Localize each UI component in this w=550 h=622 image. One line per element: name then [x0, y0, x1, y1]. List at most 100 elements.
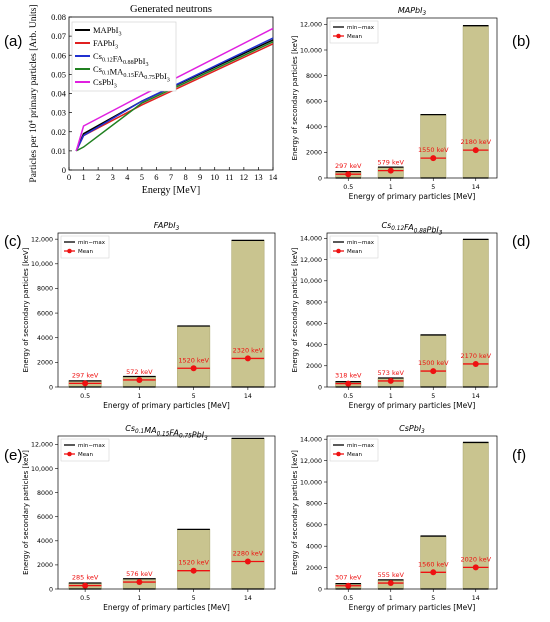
mean-label: 579 keV: [378, 159, 405, 167]
chart-title-subscript: 3: [422, 11, 426, 17]
x-tick-label: 7: [169, 172, 173, 182]
x-tick-label: 5: [192, 595, 196, 602]
legend-entry-subscript: 3: [115, 44, 118, 50]
minmax-bar: [231, 438, 265, 590]
y-tick-label: 10,000: [300, 47, 322, 54]
x-tick-label: 0.5: [343, 393, 353, 400]
x-tick-label: 13: [254, 172, 263, 182]
mean-point: [345, 582, 352, 589]
minmax-bar: [462, 442, 489, 590]
mean-label: 2180 keV: [460, 138, 491, 146]
bar-chart-panel-f: CsPbI3 0 2000 4000 6000 8000 10,000 12,000 14,00…: [291, 424, 498, 612]
x-tick-label: 0: [67, 172, 71, 182]
chart-title-subscript: 0.75: [179, 434, 192, 440]
x-tick-label: 14: [244, 393, 252, 400]
mean-point: [345, 171, 352, 178]
x-tick-label: 5: [192, 393, 196, 400]
x-tick-label: 5: [431, 184, 435, 191]
mean-point: [430, 368, 437, 375]
legend-entry-subscript: 3: [114, 83, 117, 89]
legend-swatch-mean-point: [67, 248, 72, 254]
chart-title-part: PbI: [427, 225, 440, 234]
y-tick-label: 4000: [306, 544, 322, 551]
chart-title-subscript: 0.88: [414, 228, 427, 234]
x-axis-label: Energy of primary particles [MeV]: [349, 603, 476, 612]
y-tick-label: 6000: [306, 522, 322, 529]
y-tick-label: 0: [62, 165, 66, 175]
chart-title-part: MAPbI: [398, 6, 423, 15]
chart-title-subscript: 0.12: [391, 226, 404, 232]
x-tick-label: 6: [154, 172, 158, 182]
x-tick-label: 4: [125, 172, 130, 182]
y-tick-label: 0.01: [51, 146, 66, 156]
x-axis-label: Energy of primary particles [MeV]: [103, 603, 230, 612]
legend-swatch-mean-point: [67, 451, 72, 457]
y-tick-label: 8000: [306, 73, 322, 80]
legend-entry: MAPbI3: [93, 25, 122, 37]
chart-title-subscript: 3: [421, 429, 425, 435]
chart-title: Cs0.1MA0.15FA0.75PbI3: [125, 424, 208, 442]
mean-label: 2280 keV: [233, 550, 264, 558]
legend-entry: min−max: [347, 240, 375, 246]
x-tick-label: 3: [111, 172, 115, 182]
mean-label: 2320 keV: [233, 346, 264, 354]
chart-title-subscript: 3: [204, 436, 208, 442]
mean-label: 573 keV: [378, 369, 405, 377]
minmax-bar: [177, 325, 211, 388]
mean-point: [136, 579, 143, 586]
chart-title-subscript: 0.1: [135, 429, 144, 435]
chart-title: MAPbI3: [398, 6, 427, 17]
y-tick-label: 2000: [306, 363, 322, 370]
x-tick-label: 2: [96, 172, 100, 182]
x-tick-label: 0.5: [80, 595, 90, 602]
x-tick-label: 14: [472, 184, 480, 191]
legend-entry: Mean: [78, 452, 93, 458]
legend-entry-subscript: 3: [145, 62, 148, 68]
panel-letter-d: (d): [512, 233, 530, 250]
legend-entry-part: PbI: [155, 71, 167, 81]
mean-point: [345, 380, 352, 387]
legend-entry: Mean: [347, 34, 362, 40]
plot-frame: [57, 232, 276, 388]
legend-entry-subscript: 0.75: [144, 75, 155, 81]
panel-letter-b: (b): [512, 33, 530, 50]
legend-entry: Cs0.12FA0.88PbI3: [93, 51, 149, 68]
legend-entry-part: CsPbI: [93, 77, 114, 87]
y-tick-label: 0: [318, 384, 322, 391]
y-axis-label-part: 4: [28, 119, 35, 123]
legend-entry-subscript: 0.88: [123, 60, 134, 66]
x-tick-label: 14: [472, 393, 480, 400]
mean-point: [387, 580, 394, 587]
y-tick-label: 4000: [37, 538, 53, 545]
legend-entry: Mean: [78, 249, 93, 255]
y-tick-label: 12,000: [31, 442, 53, 449]
y-tick-label: 6000: [37, 310, 53, 317]
legend-entry-part: PbI: [134, 56, 146, 66]
y-tick-label: 0: [318, 586, 322, 593]
legend-entry-subscript: 0.15: [123, 73, 134, 79]
mean-label: 318 keV: [335, 372, 362, 380]
y-tick-label: 0.04: [51, 89, 67, 99]
y-tick-label: 10,000: [300, 479, 322, 486]
x-tick-label: 1: [389, 184, 393, 191]
mean-point: [430, 569, 437, 576]
y-tick-label: 0.02: [51, 127, 66, 137]
chart-title-part: MA: [144, 426, 156, 435]
legend-entry-part: FA: [134, 69, 145, 79]
y-tick-label: 4000: [306, 342, 322, 349]
y-tick-label: 4000: [37, 335, 53, 342]
panel-letter-f: (f): [512, 447, 526, 464]
legend-entry: Cs0.1MA0.15FA0.75PbI3: [93, 64, 170, 84]
mean-label: 1550 keV: [418, 146, 449, 154]
legend-entry-subscript: 3: [167, 78, 170, 84]
legend-entry: min−max: [347, 25, 375, 31]
chart-title: CsPbI3: [399, 424, 425, 435]
y-axis-label: Energy of secondary particles [keV]: [291, 450, 299, 575]
plot-frame: [326, 435, 498, 590]
mean-point: [244, 355, 251, 362]
y-tick-label: 0: [318, 175, 322, 182]
mean-label: 2170 keV: [460, 352, 491, 360]
y-tick-label: 0.03: [51, 108, 66, 118]
panel-letter-c: (c): [4, 233, 22, 250]
